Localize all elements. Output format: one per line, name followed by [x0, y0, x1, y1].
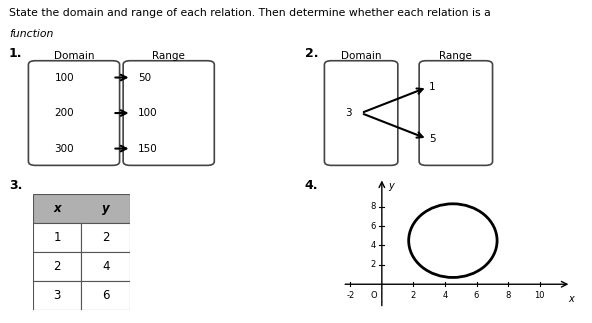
- FancyBboxPatch shape: [28, 61, 120, 165]
- Text: 1: 1: [429, 82, 436, 92]
- Text: 2.: 2.: [305, 47, 318, 60]
- Bar: [33, 223, 82, 252]
- Text: function: function: [9, 29, 53, 39]
- Text: 4: 4: [442, 291, 448, 300]
- Text: x: x: [53, 202, 61, 215]
- Text: 2: 2: [102, 231, 110, 244]
- Text: 8: 8: [370, 202, 375, 211]
- Text: 4: 4: [370, 241, 375, 250]
- FancyBboxPatch shape: [419, 61, 493, 165]
- Text: 10: 10: [535, 291, 545, 300]
- Text: 150: 150: [138, 144, 157, 153]
- Text: 6: 6: [102, 289, 110, 302]
- Text: Range: Range: [439, 51, 472, 61]
- Text: Range: Range: [152, 51, 185, 61]
- Text: 2: 2: [370, 260, 375, 269]
- Text: 6: 6: [370, 222, 375, 231]
- Text: 2: 2: [411, 291, 416, 300]
- Text: 300: 300: [54, 144, 74, 153]
- Text: y: y: [388, 181, 394, 191]
- Text: 50: 50: [138, 73, 151, 82]
- FancyBboxPatch shape: [123, 61, 214, 165]
- Bar: [82, 252, 130, 281]
- Text: 100: 100: [138, 108, 157, 118]
- Text: 4.: 4.: [305, 179, 318, 192]
- Text: 2: 2: [53, 260, 61, 273]
- Bar: [33, 281, 82, 310]
- Text: 3.: 3.: [9, 179, 22, 192]
- Text: x: x: [568, 294, 574, 304]
- Bar: [33, 194, 130, 223]
- Bar: [82, 281, 130, 310]
- Text: 6: 6: [474, 291, 480, 300]
- Text: 3: 3: [53, 289, 60, 302]
- FancyBboxPatch shape: [324, 61, 398, 165]
- Text: 4: 4: [102, 260, 110, 273]
- Text: 3: 3: [346, 108, 352, 118]
- Text: 1: 1: [53, 231, 61, 244]
- Bar: [82, 223, 130, 252]
- Text: Domain: Domain: [54, 51, 94, 61]
- Text: -2: -2: [346, 291, 355, 300]
- Text: 5: 5: [429, 134, 436, 144]
- Text: 1.: 1.: [9, 47, 22, 60]
- Bar: [33, 252, 82, 281]
- Text: y: y: [102, 202, 110, 215]
- Text: Domain: Domain: [341, 51, 381, 61]
- Text: 8: 8: [506, 291, 511, 300]
- Text: State the domain and range of each relation. Then determine whether each relatio: State the domain and range of each relat…: [9, 8, 491, 18]
- Text: 200: 200: [54, 108, 74, 118]
- Text: 100: 100: [54, 73, 74, 82]
- Text: O: O: [371, 291, 377, 300]
